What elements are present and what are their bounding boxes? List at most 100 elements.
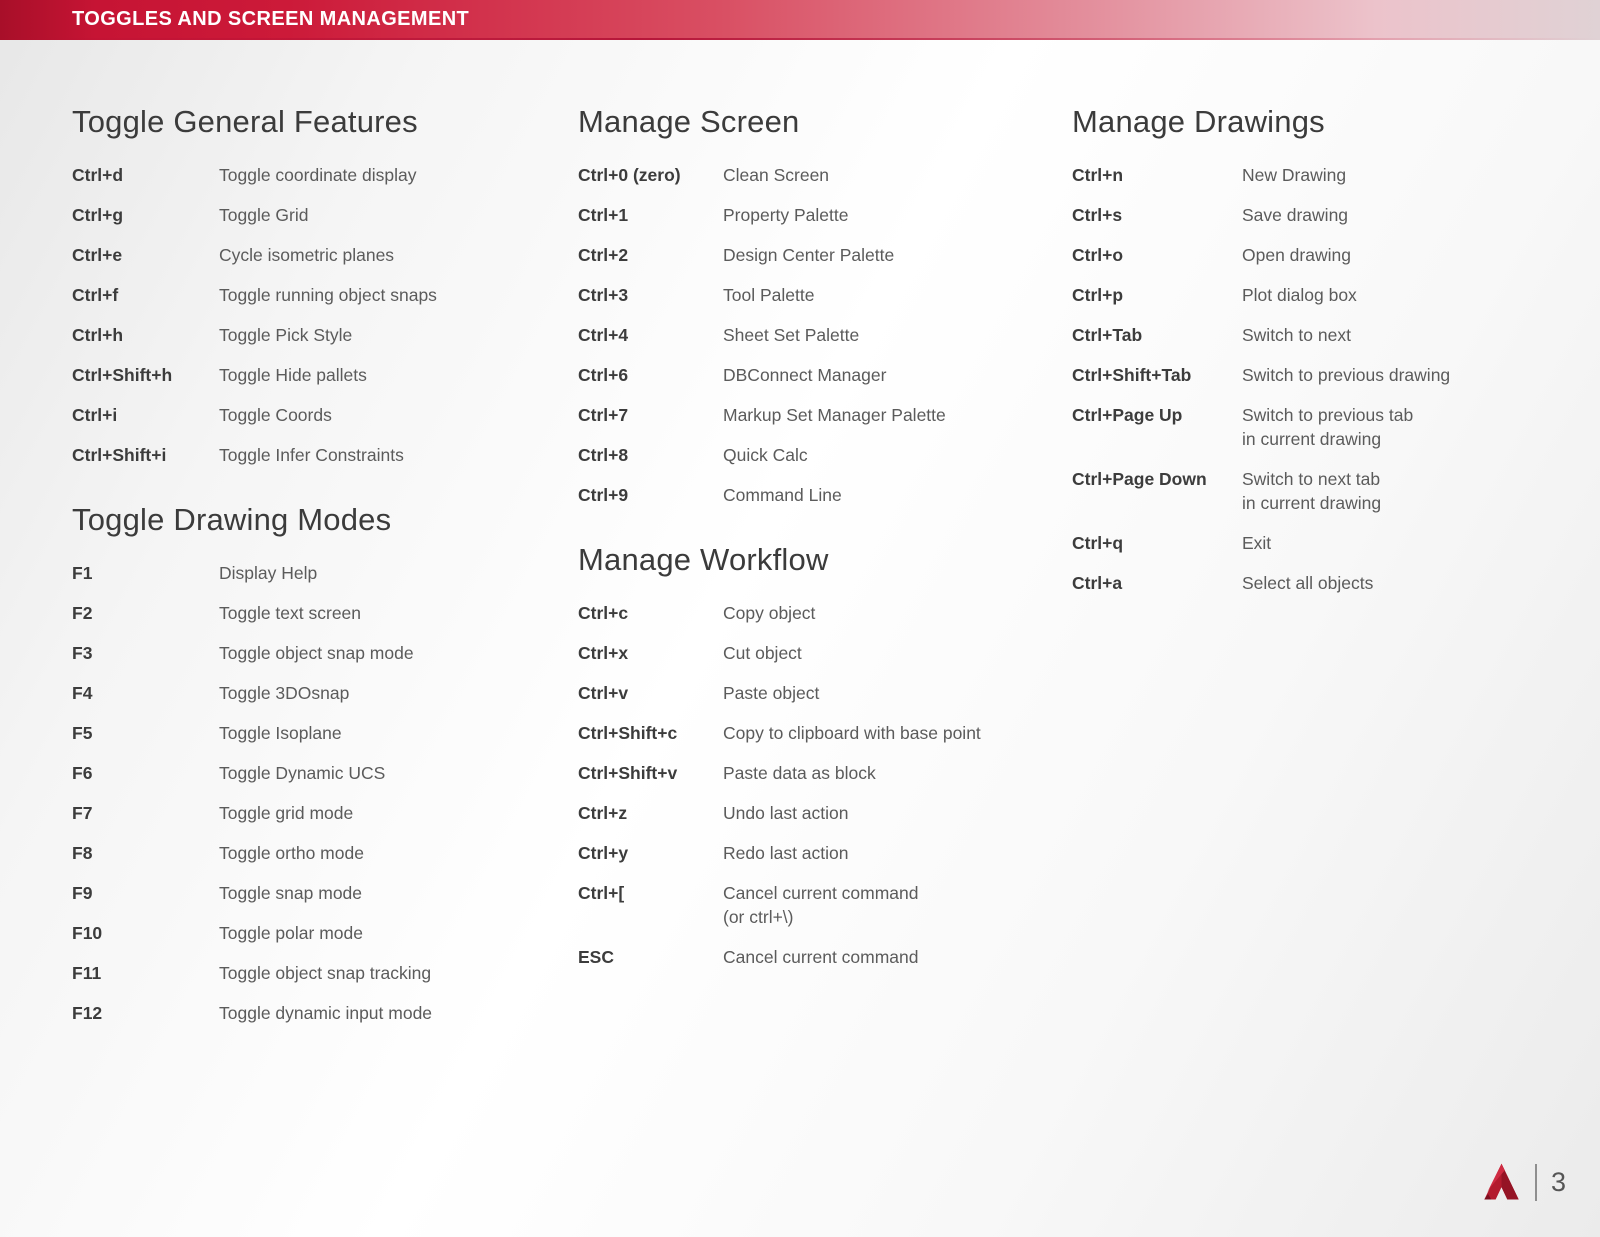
shortcut-key: Ctrl+c [578, 603, 629, 623]
shortcut-key: Ctrl+8 [578, 445, 629, 465]
shortcut-row: Ctrl+Shift+Tab Switch to previous drawing [1072, 363, 1584, 387]
shortcut-description: Cycle isometric planes [219, 245, 395, 265]
shortcut-key: Ctrl+i [72, 405, 118, 425]
shortcut-row: F4 Toggle 3DOsnap [72, 681, 544, 705]
shortcut-description: Cut object [723, 643, 802, 663]
shortcut-row: Ctrl+Page Down Switch to next tab in curr… [1072, 467, 1584, 515]
shortcut-row: Ctrl+d Toggle coordinate display [72, 163, 544, 187]
shortcut-key: F11 [72, 963, 102, 983]
shortcut-description: Design Center Palette [723, 245, 895, 265]
shortcut-row: Ctrl+4 Sheet Set Palette [578, 323, 1062, 347]
shortcut-description: Toggle Coords [219, 405, 332, 425]
shortcut-description: Copy to clipboard with base point [723, 723, 981, 743]
shortcut-key: Ctrl+0 (zero) [578, 165, 681, 185]
shortcut-row: Ctrl+Shift+c Copy to clipboard with base … [578, 721, 1062, 745]
shortcut-key: Ctrl+a [1072, 573, 1123, 593]
shortcut-key: Ctrl+Shift+v [578, 763, 678, 783]
shortcut-description: Redo last action [723, 843, 849, 863]
shortcut-row: Ctrl+v Paste object [578, 681, 1062, 705]
shortcut-key: F2 [72, 603, 93, 623]
shortcut-row: Ctrl+x Cut object [578, 641, 1062, 665]
shortcut-description: Sheet Set Palette [723, 325, 860, 345]
shortcut-row: Ctrl+Tab Switch to next [1072, 323, 1584, 347]
shortcut-row: F12 Toggle dynamic input mode [72, 1001, 544, 1025]
shortcut-row: Ctrl+6 DBConnect Manager [578, 363, 1062, 387]
shortcut-row: Ctrl+a Select all objects [1072, 571, 1584, 595]
shortcut-key: Ctrl+n [1072, 165, 1124, 185]
shortcut-description: Toggle Infer Constraints [219, 445, 404, 465]
shortcut-key: F1 [72, 563, 93, 583]
shortcut-row: Ctrl+p Plot dialog box [1072, 283, 1584, 307]
shortcut-row: Ctrl+Page Up Switch to previous tab in cu… [1072, 403, 1584, 451]
shortcut-row: F3 Toggle object snap mode [72, 641, 544, 665]
shortcut-key: F10 [72, 923, 103, 943]
shortcut-key: F8 [72, 843, 93, 863]
shortcut-description: Toggle dynamic input mode [219, 1003, 433, 1023]
shortcut-description: Property Palette [723, 205, 849, 225]
shortcut-key: Ctrl+x [578, 643, 629, 663]
shortcut-description: Copy object [723, 603, 816, 623]
shortcut-row: Ctrl+s Save drawing [1072, 203, 1584, 227]
shortcut-row: Ctrl+[Cancel current command (or ctrl+\) [578, 881, 1062, 929]
shortcut-row: Ctrl+i Toggle Coords [72, 403, 544, 427]
shortcut-key: Ctrl+e [72, 245, 123, 265]
autocad-logo-icon [1483, 1163, 1520, 1201]
shortcut-description: Toggle coordinate display [219, 165, 417, 185]
shortcut-key: F9 [72, 883, 93, 903]
shortcut-description: Toggle text screen [219, 603, 362, 623]
shortcut-key: Ctrl+9 [578, 485, 629, 505]
shortcut-key: Ctrl+Shift+Tab [1072, 365, 1192, 385]
shortcut-row: Ctrl+g Toggle Grid [72, 203, 544, 227]
shortcut-key: F3 [72, 643, 93, 663]
shortcut-row: F6 Toggle Dynamic UCS [72, 761, 544, 785]
column-2: Manage Screen Ctrl+0 (zero) Clean Screen Ct… [578, 104, 1062, 985]
shortcut-row: Ctrl+3 Tool Palette [578, 283, 1062, 307]
shortcut-row: ESC Cancel current command [578, 945, 1062, 969]
shortcut-key: Ctrl+h [72, 325, 124, 345]
shortcut-key: Ctrl+v [578, 683, 629, 703]
shortcut-row: F8 Toggle ortho mode [72, 841, 544, 865]
shortcut-key: Ctrl+f [72, 285, 119, 305]
shortcut-row: Ctrl+c Copy object [578, 601, 1062, 625]
section-title: Manage Drawings [1072, 104, 1325, 139]
shortcut-description: Toggle Dynamic UCS [219, 763, 386, 783]
shortcut-key: Ctrl+d [72, 165, 124, 185]
shortcut-key: Ctrl+p [1072, 285, 1124, 305]
shortcut-row: F7 Toggle grid mode [72, 801, 544, 825]
page-number: 3 [1550, 1166, 1566, 1197]
shortcut-description: Select all objects [1242, 573, 1374, 593]
shortcut-row: Ctrl+Shift+v Paste data as block [578, 761, 1062, 785]
shortcut-row: Ctrl+n New Drawing [1072, 163, 1584, 187]
footer: 3 [1483, 1163, 1566, 1201]
shortcut-key: Ctrl+3 [578, 285, 629, 305]
shortcut-row: Ctrl+Shift+i Toggle Infer Constraints [72, 443, 544, 467]
shortcut-row: Ctrl+h Toggle Pick Style [72, 323, 544, 347]
shortcut-row: Ctrl+e Cycle isometric planes [72, 243, 544, 267]
shortcut-row: Ctrl+8 Quick Calc [578, 443, 1062, 467]
shortcut-description: Toggle polar mode [219, 923, 363, 943]
shortcut-key: Ctrl+Shift+h [72, 365, 173, 385]
shortcut-row: F10 Toggle polar mode [72, 921, 544, 945]
shortcut-description: Toggle object snap mode [219, 643, 414, 663]
shortcut-description: Toggle grid mode [219, 803, 354, 823]
column-3: Manage Drawings Ctrl+n New Drawing Ctrl+s Sa… [1072, 104, 1584, 611]
shortcut-description: Save drawing [1242, 205, 1349, 225]
shortcut-key: Ctrl+Shift+i [72, 445, 167, 465]
shortcut-description: Switch to next tab in current drawing [1242, 469, 1382, 513]
shortcut-description: Clean Screen [723, 165, 830, 185]
shortcut-key: F5 [72, 723, 93, 743]
shortcut-key: Ctrl+[ [578, 883, 625, 903]
shortcut-description: Command Line [723, 485, 842, 505]
shortcut-row: F9 Toggle snap mode [72, 881, 544, 905]
shortcut-key: Ctrl+o [1072, 245, 1124, 265]
shortcut-description: DBConnect Manager [723, 365, 887, 385]
shortcut-description: Toggle 3DOsnap [219, 683, 350, 703]
shortcut-description: Display Help [219, 563, 318, 583]
shortcut-row: Ctrl+f Toggle running object snaps [72, 283, 544, 307]
shortcut-key: F7 [72, 803, 93, 823]
shortcut-row: Ctrl+y Redo last action [578, 841, 1062, 865]
shortcut-description: Switch to previous drawing [1242, 365, 1451, 385]
section-title: Toggle Drawing Modes [72, 502, 392, 537]
shortcut-description: Plot dialog box [1242, 285, 1357, 305]
shortcut-key: Ctrl+4 [578, 325, 629, 345]
